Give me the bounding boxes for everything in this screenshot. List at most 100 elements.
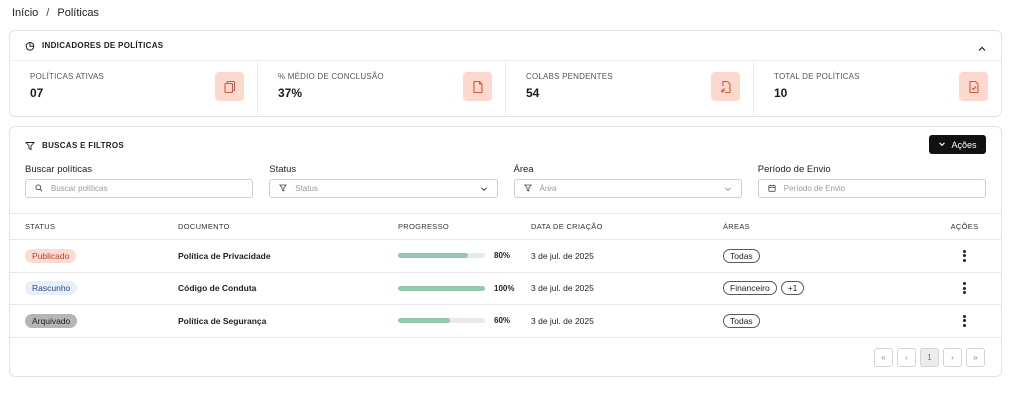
table-header-row: STATUS DOCUMENTO PROGRESSO DATA DE CRIAÇ… xyxy=(10,213,1001,239)
filter-search: Buscar políticas Buscar políticas xyxy=(25,164,254,198)
chevron-up-icon[interactable] xyxy=(977,41,987,51)
stat-value: 10 xyxy=(774,86,788,100)
pagination: « ‹ 1 › » xyxy=(874,348,985,367)
breadcrumb-current: Políticas xyxy=(57,7,99,19)
progress-cell: 80% xyxy=(398,251,531,260)
pie-chart-icon xyxy=(25,41,35,51)
area-chip: Financeiro xyxy=(723,281,777,296)
area-select[interactable]: Área xyxy=(513,179,742,198)
table-row: Arquivado Política de Segurança 60% 3 de… xyxy=(10,304,1001,337)
stat-value: 07 xyxy=(30,86,44,100)
period-placeholder: Período de Envio xyxy=(783,184,846,193)
progress-bar xyxy=(398,318,485,324)
filter-label: Status xyxy=(269,164,297,175)
area-chip: Todas xyxy=(723,313,760,328)
stat-value: 37% xyxy=(278,86,303,100)
status-placeholder: Status xyxy=(295,184,318,193)
col-header-created: DATA DE CRIAÇÃO xyxy=(531,222,603,231)
chevron-down-icon xyxy=(480,185,488,195)
table-row: Rascunho Código de Conduta 100% 3 de jul… xyxy=(10,271,1001,305)
status-badge: Arquivado xyxy=(25,313,78,328)
more-vertical-icon[interactable] xyxy=(963,282,967,295)
stat-pending-collabs: COLABS PENDENTES 54 xyxy=(505,61,753,117)
stat-active-policies: POLÍTICAS ATIVAS 07 xyxy=(10,61,257,117)
progress-percent: 60% xyxy=(494,316,511,326)
status-badge: Publicado xyxy=(25,248,77,263)
stat-label: % MÉDIO DE CONCLUSÃO xyxy=(278,72,384,81)
current-page-button[interactable]: 1 xyxy=(920,348,939,367)
filter-area: Área Área xyxy=(513,164,742,198)
copy-icon xyxy=(215,72,244,101)
filter-icon xyxy=(523,184,532,194)
col-header-document: DOCUMENTO xyxy=(178,222,230,231)
stat-value: 54 xyxy=(526,86,540,100)
search-input[interactable]: Buscar políticas xyxy=(25,179,254,198)
indicators-header[interactable]: INDICADORES DE POLÍTICAS xyxy=(10,31,1001,61)
filter-icon xyxy=(25,141,35,151)
first-page-button[interactable]: « xyxy=(874,348,893,367)
filter-status: Status Status xyxy=(269,164,498,198)
stat-label: TOTAL DE POLÍTICAS xyxy=(774,72,860,81)
stat-label: COLABS PENDENTES xyxy=(526,72,613,81)
progress-percent: 80% xyxy=(494,251,511,261)
document-name: Política de Privacidade xyxy=(178,250,271,261)
filter-label: Buscar políticas xyxy=(25,164,93,175)
breadcrumb: Início / Políticas xyxy=(12,7,99,19)
more-vertical-icon[interactable] xyxy=(963,314,967,327)
last-page-button[interactable]: » xyxy=(966,348,985,367)
areas-cell: Todas xyxy=(723,313,928,328)
col-header-progress: PROGRESSO xyxy=(398,222,450,231)
col-header-areas: ÁREAS xyxy=(723,222,750,231)
calendar-icon xyxy=(768,184,776,194)
stat-label: POLÍTICAS ATIVAS xyxy=(30,72,105,81)
next-page-button[interactable]: › xyxy=(943,348,962,367)
breadcrumb-separator: / xyxy=(46,7,50,19)
stat-avg-completion: % MÉDIO DE CONCLUSÃO 37% xyxy=(257,61,505,117)
more-vertical-icon[interactable] xyxy=(963,249,967,262)
progress-bar-fill xyxy=(398,285,485,291)
table-bottom-border xyxy=(10,336,1001,338)
status-select[interactable]: Status xyxy=(269,179,498,198)
area-chip: Todas xyxy=(723,248,760,263)
filters-panel: BUSCAS E FILTROS Ações Buscar políticas … xyxy=(9,126,1002,377)
actions-button-label: Ações xyxy=(951,139,977,150)
area-placeholder: Área xyxy=(539,184,557,193)
progress-bar-fill xyxy=(398,318,451,324)
progress-cell: 100% xyxy=(398,284,531,293)
indicators-title: INDICADORES DE POLÍTICAS xyxy=(42,41,164,50)
filter-period: Período de Envio Período de Envio xyxy=(757,164,986,198)
actions-button[interactable]: Ações xyxy=(929,135,986,154)
breadcrumb-home[interactable]: Início xyxy=(12,7,39,19)
search-icon xyxy=(35,183,43,194)
prev-page-button[interactable]: ‹ xyxy=(897,348,916,367)
filter-row: Buscar políticas Buscar políticas Status… xyxy=(25,164,986,198)
document-name: Código de Conduta xyxy=(178,283,257,294)
progress-cell: 60% xyxy=(398,316,531,325)
progress-percent: 100% xyxy=(494,283,515,293)
chevron-down-icon xyxy=(724,185,732,195)
stat-total-policies: TOTAL DE POLÍTICAS 10 xyxy=(753,61,1001,117)
document-name: Política de Segurança xyxy=(178,315,267,326)
areas-cell: Financeiro +1 xyxy=(723,281,928,296)
document-check-icon xyxy=(959,72,988,101)
period-date-input[interactable]: Período de Envio xyxy=(757,179,986,198)
chevron-down-icon xyxy=(938,140,946,150)
created-date: 3 de jul. de 2025 xyxy=(531,250,594,261)
filters-title: BUSCAS E FILTROS xyxy=(42,141,124,150)
filter-label: Período de Envio xyxy=(757,164,831,175)
indicators-panel: INDICADORES DE POLÍTICAS POLÍTICAS ATIVA… xyxy=(9,30,1002,117)
status-badge: Rascunho xyxy=(25,281,78,296)
policies-table: STATUS DOCUMENTO PROGRESSO DATA DE CRIAÇ… xyxy=(10,213,1001,338)
created-date: 3 de jul. de 2025 xyxy=(531,315,594,326)
col-header-actions: AÇÕES xyxy=(950,222,979,231)
filter-label: Área xyxy=(513,164,534,175)
search-placeholder: Buscar políticas xyxy=(51,184,108,193)
col-header-status: STATUS xyxy=(25,222,56,231)
progress-bar xyxy=(398,253,485,259)
progress-bar-fill xyxy=(398,253,468,259)
document-return-icon xyxy=(711,72,740,101)
areas-cell: Todas xyxy=(723,248,928,263)
stats-row: POLÍTICAS ATIVAS 07 % MÉDIO DE CONCLUSÃO… xyxy=(10,61,1001,117)
filters-header: BUSCAS E FILTROS xyxy=(10,127,1001,164)
area-more-chip[interactable]: +1 xyxy=(780,281,805,296)
